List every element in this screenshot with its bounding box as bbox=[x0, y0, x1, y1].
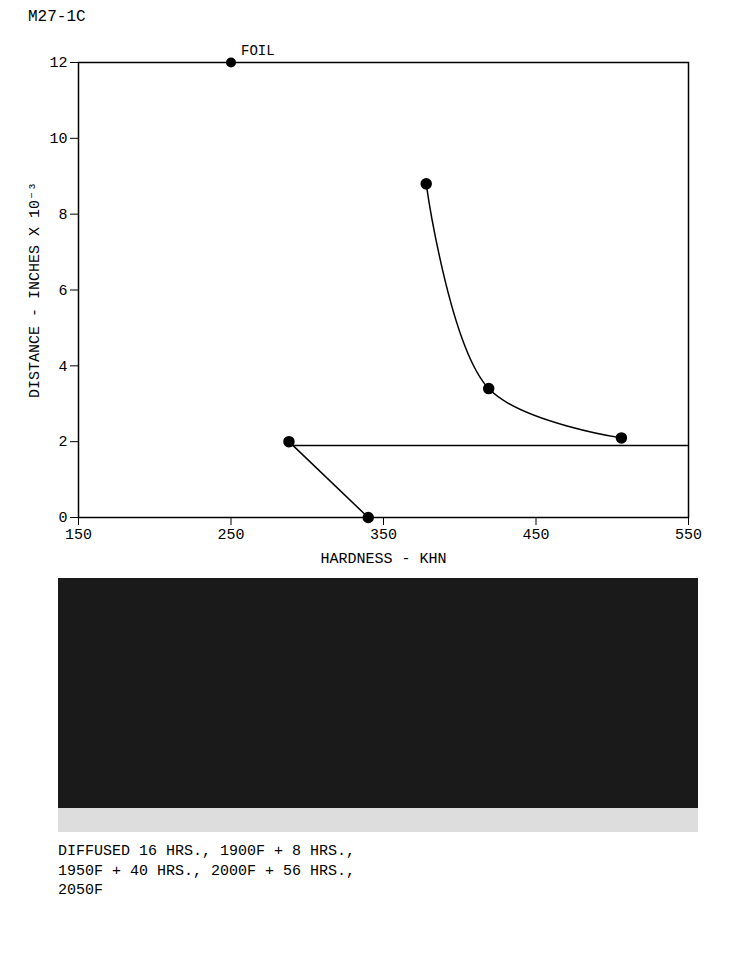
svg-text:DISTANCE - INCHES X 10⁻³: DISTANCE - INCHES X 10⁻³ bbox=[27, 182, 44, 398]
svg-text:10: 10 bbox=[49, 131, 67, 148]
svg-text:4: 4 bbox=[58, 359, 67, 376]
html-text:M27-1C: M27-1C bbox=[28, 8, 86, 26]
svg-text:250: 250 bbox=[217, 527, 244, 544]
svg-text:12: 12 bbox=[49, 55, 67, 72]
svg-text:8: 8 bbox=[58, 207, 67, 224]
svg-text:150: 150 bbox=[65, 527, 92, 544]
svg-text:FOIL: FOIL bbox=[241, 43, 275, 59]
svg-text:2: 2 bbox=[58, 434, 67, 451]
svg-text:HARDNESS - KHN: HARDNESS - KHN bbox=[320, 551, 446, 568]
svg-text:550: 550 bbox=[675, 527, 702, 544]
svg-text:0: 0 bbox=[58, 510, 67, 527]
svg-text:6: 6 bbox=[58, 283, 67, 300]
svg-text:350: 350 bbox=[370, 527, 397, 544]
html-text:DIFFUSED 16 HRS., 1900F + 8 HR: DIFFUSED 16 HRS., 1900F + 8 HRS., 1950F … bbox=[58, 843, 356, 899]
svg-text:450: 450 bbox=[522, 527, 549, 544]
